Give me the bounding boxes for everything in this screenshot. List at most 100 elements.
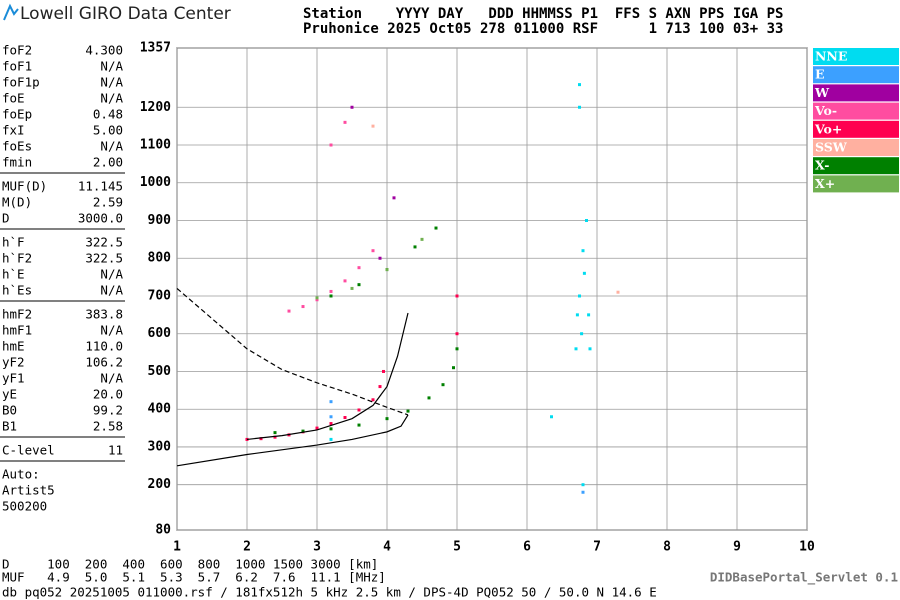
echo-point bbox=[357, 423, 361, 427]
y-tick-label: 300 bbox=[148, 439, 172, 454]
param-value: 11 bbox=[108, 443, 123, 458]
param-value: 322.5 bbox=[85, 251, 123, 266]
echo-point bbox=[329, 427, 333, 431]
echo-point bbox=[357, 408, 361, 412]
y-tick-label: 1100 bbox=[140, 138, 171, 153]
echo-point bbox=[581, 490, 585, 494]
echo-point bbox=[301, 305, 305, 309]
footer-info: db pq052 20251005 011000.rsf / 181fx512h… bbox=[2, 585, 657, 600]
param-name: foEs bbox=[2, 139, 32, 154]
echo-point bbox=[343, 416, 347, 420]
echo-point bbox=[329, 422, 333, 426]
echo-point bbox=[378, 256, 382, 260]
echo-point bbox=[575, 313, 579, 317]
legend-swatch bbox=[813, 48, 899, 65]
echo-point bbox=[329, 143, 333, 147]
param-value: N/A bbox=[100, 267, 123, 282]
note: Artist5 bbox=[2, 483, 55, 498]
param-name: M(D) bbox=[2, 195, 32, 210]
echo-point bbox=[455, 294, 459, 298]
param-value: N/A bbox=[100, 283, 123, 298]
note: Auto: bbox=[2, 467, 40, 482]
echo-point bbox=[420, 237, 424, 241]
echo-point bbox=[385, 268, 389, 272]
echo-point bbox=[315, 298, 319, 302]
echo-point bbox=[580, 332, 584, 336]
echo-point bbox=[350, 105, 354, 109]
param-value: N/A bbox=[100, 75, 123, 90]
y-tick-label: 900 bbox=[148, 213, 172, 228]
echo-point bbox=[427, 396, 431, 400]
echo-point bbox=[392, 196, 396, 200]
x-tick-label: 5 bbox=[453, 540, 461, 555]
echo-point bbox=[273, 431, 277, 435]
param-name: hmF1 bbox=[2, 323, 32, 338]
model-curve bbox=[176, 414, 409, 467]
legend-swatch bbox=[813, 102, 899, 120]
legend-label: Vo+ bbox=[814, 121, 842, 136]
legend-label: X- bbox=[815, 158, 829, 173]
echo-point bbox=[350, 286, 354, 290]
param-value: 0.48 bbox=[93, 107, 123, 122]
y-tick-label: 1200 bbox=[140, 100, 171, 115]
echo-point bbox=[585, 218, 588, 222]
echo-point bbox=[329, 415, 333, 419]
echo-point bbox=[581, 249, 585, 253]
param-name: foF1 bbox=[2, 59, 32, 74]
param-value: N/A bbox=[100, 323, 123, 338]
param-value: N/A bbox=[100, 59, 123, 74]
echo-point bbox=[587, 313, 591, 317]
echo-point bbox=[357, 266, 361, 270]
header-line: Station YYYY DAY DDD HHMMSS P1 FFS S AXN… bbox=[303, 6, 783, 22]
header-line: Pruhonice 2025 Oct05 278 011000 RSF 1 71… bbox=[303, 21, 783, 37]
model-curve bbox=[246, 312, 409, 441]
param-value: 2.00 bbox=[93, 155, 123, 170]
echo-point bbox=[455, 332, 459, 336]
param-name: h`F bbox=[2, 235, 25, 250]
y-tick-label: 200 bbox=[148, 477, 172, 492]
x-tick-label: 4 bbox=[383, 540, 391, 555]
param-value: 322.5 bbox=[85, 235, 123, 250]
y-tick-label: 500 bbox=[148, 364, 172, 379]
param-value: 2.59 bbox=[93, 195, 123, 210]
echo-point bbox=[588, 347, 592, 351]
echo-point bbox=[578, 83, 581, 87]
legend-swatch bbox=[813, 84, 899, 102]
param-name: foEp bbox=[2, 107, 32, 122]
param-name: h`E bbox=[2, 267, 25, 282]
echo-point bbox=[343, 120, 347, 124]
param-name: foF2 bbox=[2, 43, 32, 58]
param-value: N/A bbox=[100, 139, 123, 154]
param-name: foE bbox=[2, 91, 25, 106]
echo-point bbox=[385, 417, 389, 421]
y-tick-label: 400 bbox=[148, 402, 172, 417]
y-tick-label: 600 bbox=[148, 326, 172, 341]
param-name: hmF2 bbox=[2, 307, 32, 322]
param-name: yF2 bbox=[2, 355, 25, 370]
echo-point bbox=[287, 309, 291, 313]
logo: Lowell GIRO Data Center bbox=[20, 4, 231, 24]
echo-point bbox=[382, 369, 385, 373]
param-name: C-level bbox=[2, 443, 55, 458]
echo-point bbox=[259, 437, 263, 441]
legend-label: NNE bbox=[815, 49, 847, 64]
distance-scale: D 100 200 400 600 800 1000 1500 3000 [km… bbox=[2, 557, 378, 572]
logo-icon bbox=[3, 3, 19, 21]
legend-swatch bbox=[813, 139, 899, 156]
y-tick-label: 1000 bbox=[140, 175, 171, 190]
legend-swatch bbox=[813, 175, 899, 193]
x-tick-label: 2 bbox=[243, 540, 251, 555]
legend-label: E bbox=[815, 67, 825, 82]
x-tick-label: 3 bbox=[313, 540, 321, 555]
y-tick-label: 800 bbox=[148, 251, 172, 266]
echo-point bbox=[578, 105, 581, 109]
y-tick-label: 80 bbox=[155, 523, 171, 538]
servlet-label: DIDBasePortal_Servlet 0.1 bbox=[710, 570, 898, 586]
param-name: B0 bbox=[2, 403, 17, 418]
param-value: 110.0 bbox=[85, 339, 123, 354]
param-value: 106.2 bbox=[85, 355, 123, 370]
param-value: 5.00 bbox=[93, 123, 123, 138]
legend-swatch bbox=[813, 120, 899, 138]
model-curve bbox=[176, 287, 409, 416]
echo-point bbox=[413, 245, 417, 249]
